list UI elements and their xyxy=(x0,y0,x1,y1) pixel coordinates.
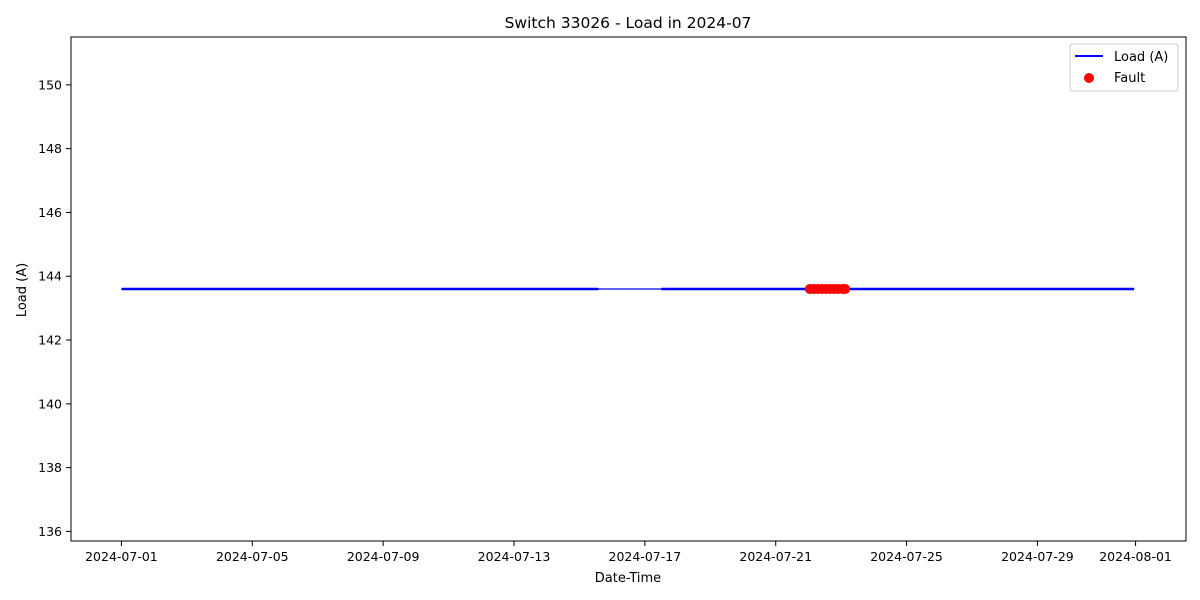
x-tick-label: 2024-07-01 xyxy=(85,549,158,564)
legend: Load (A) Fault xyxy=(1069,43,1179,92)
chart-title: Switch 33026 - Load in 2024-07 xyxy=(505,14,752,32)
y-tick-label: 140 xyxy=(38,396,62,411)
fault-point xyxy=(840,284,851,294)
y-tick-label: 150 xyxy=(38,77,62,92)
x-tick-label: 2024-08-01 xyxy=(1099,549,1172,564)
y-tick-label: 146 xyxy=(38,205,62,220)
x-axis-title: Date-Time xyxy=(595,571,661,586)
x-axis: 2024-07-01 2024-07-05 2024-07-09 2024-07-13… xyxy=(85,541,1172,564)
plot-layer xyxy=(121,284,1135,294)
x-tick-label: 2024-07-25 xyxy=(870,549,943,564)
legend-label-load: Load (A) xyxy=(1114,50,1168,65)
x-tick-label: 2024-07-05 xyxy=(216,549,289,564)
y-tick-label: 142 xyxy=(38,333,62,348)
y-axis-title: Load (A) xyxy=(15,263,30,317)
x-tick-label: 2024-07-21 xyxy=(739,549,812,564)
legend-label-fault: Fault xyxy=(1114,71,1145,86)
plot-frame xyxy=(70,36,1187,542)
y-axis: 136 138 140 142 144 146 148 150 xyxy=(38,77,71,539)
x-tick-label: 2024-07-29 xyxy=(1001,549,1074,564)
y-tick-label: 138 xyxy=(38,460,62,475)
x-tick-label: 2024-07-09 xyxy=(347,549,420,564)
legend-marker-swatch xyxy=(1084,73,1094,83)
y-tick-label: 144 xyxy=(38,269,62,284)
y-tick-label: 148 xyxy=(38,141,62,156)
y-tick-label: 136 xyxy=(38,524,62,539)
x-tick-label: 2024-07-17 xyxy=(609,549,682,564)
x-tick-label: 2024-07-13 xyxy=(478,549,551,564)
